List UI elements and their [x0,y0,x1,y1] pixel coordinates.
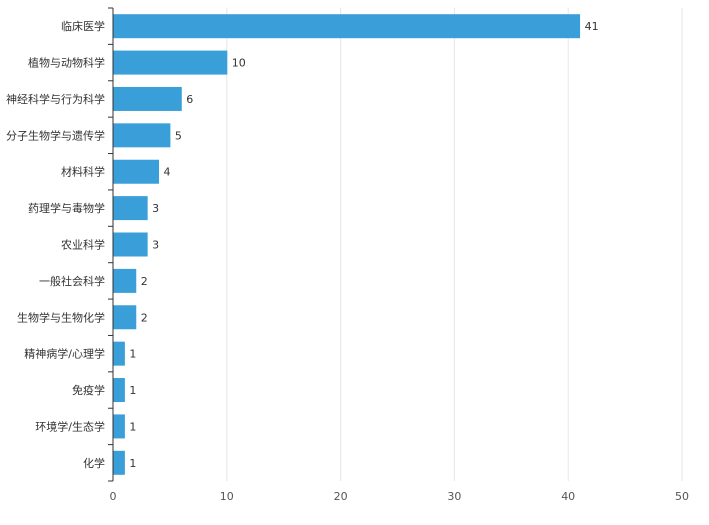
x-tick-label: 10 [220,490,234,503]
category-label: 一般社会科学 [39,274,105,288]
bar [113,196,148,221]
x-tick-label: 40 [561,490,575,503]
category-label: 化学 [83,456,105,470]
x-tick-label: 20 [334,490,348,503]
bars [113,14,581,475]
bar [113,305,137,330]
x-tick-label: 50 [675,490,689,503]
x-tick-label: 30 [447,490,461,503]
category-label: 神经科学与行为科学 [6,92,105,106]
data-label: 10 [232,57,246,70]
data-label: 2 [141,311,148,324]
data-label: 41 [585,20,599,33]
category-label: 药理学与毒物学 [28,201,105,215]
bar [113,450,125,475]
category-label: 农业科学 [61,238,105,252]
bar [113,159,160,184]
category-label: 材料科学 [61,165,105,179]
data-label: 1 [129,457,136,470]
category-label: 精神病学/心理学 [24,347,105,361]
category-label: 分子生物学与遗传学 [6,128,105,142]
bar [113,268,137,293]
bar [113,50,228,75]
data-label: 6 [186,93,193,106]
data-label: 1 [129,420,136,433]
data-label: 5 [175,129,182,142]
bar [113,123,171,148]
bar [113,414,125,439]
category-label: 环境学/生态学 [35,419,105,433]
data-label: 3 [152,202,159,215]
category-label: 生物学与生物化学 [17,310,105,324]
data-label: 3 [152,239,159,252]
axes: 0 10 20 30 40 50 [108,7,689,503]
data-label: 1 [129,384,136,397]
category-label: 植物与动物科学 [28,56,105,70]
data-label: 2 [141,275,148,288]
bar [113,86,182,111]
data-label: 4 [164,166,171,179]
data-label: 1 [129,348,136,361]
category-label: 临床医学 [61,19,105,33]
gridlines [226,8,683,481]
bar [113,232,148,257]
x-tick-label: 0 [110,490,117,503]
bar [113,341,125,366]
category-label: 免疫学 [72,383,105,397]
bar [113,14,581,39]
bar [113,378,125,403]
